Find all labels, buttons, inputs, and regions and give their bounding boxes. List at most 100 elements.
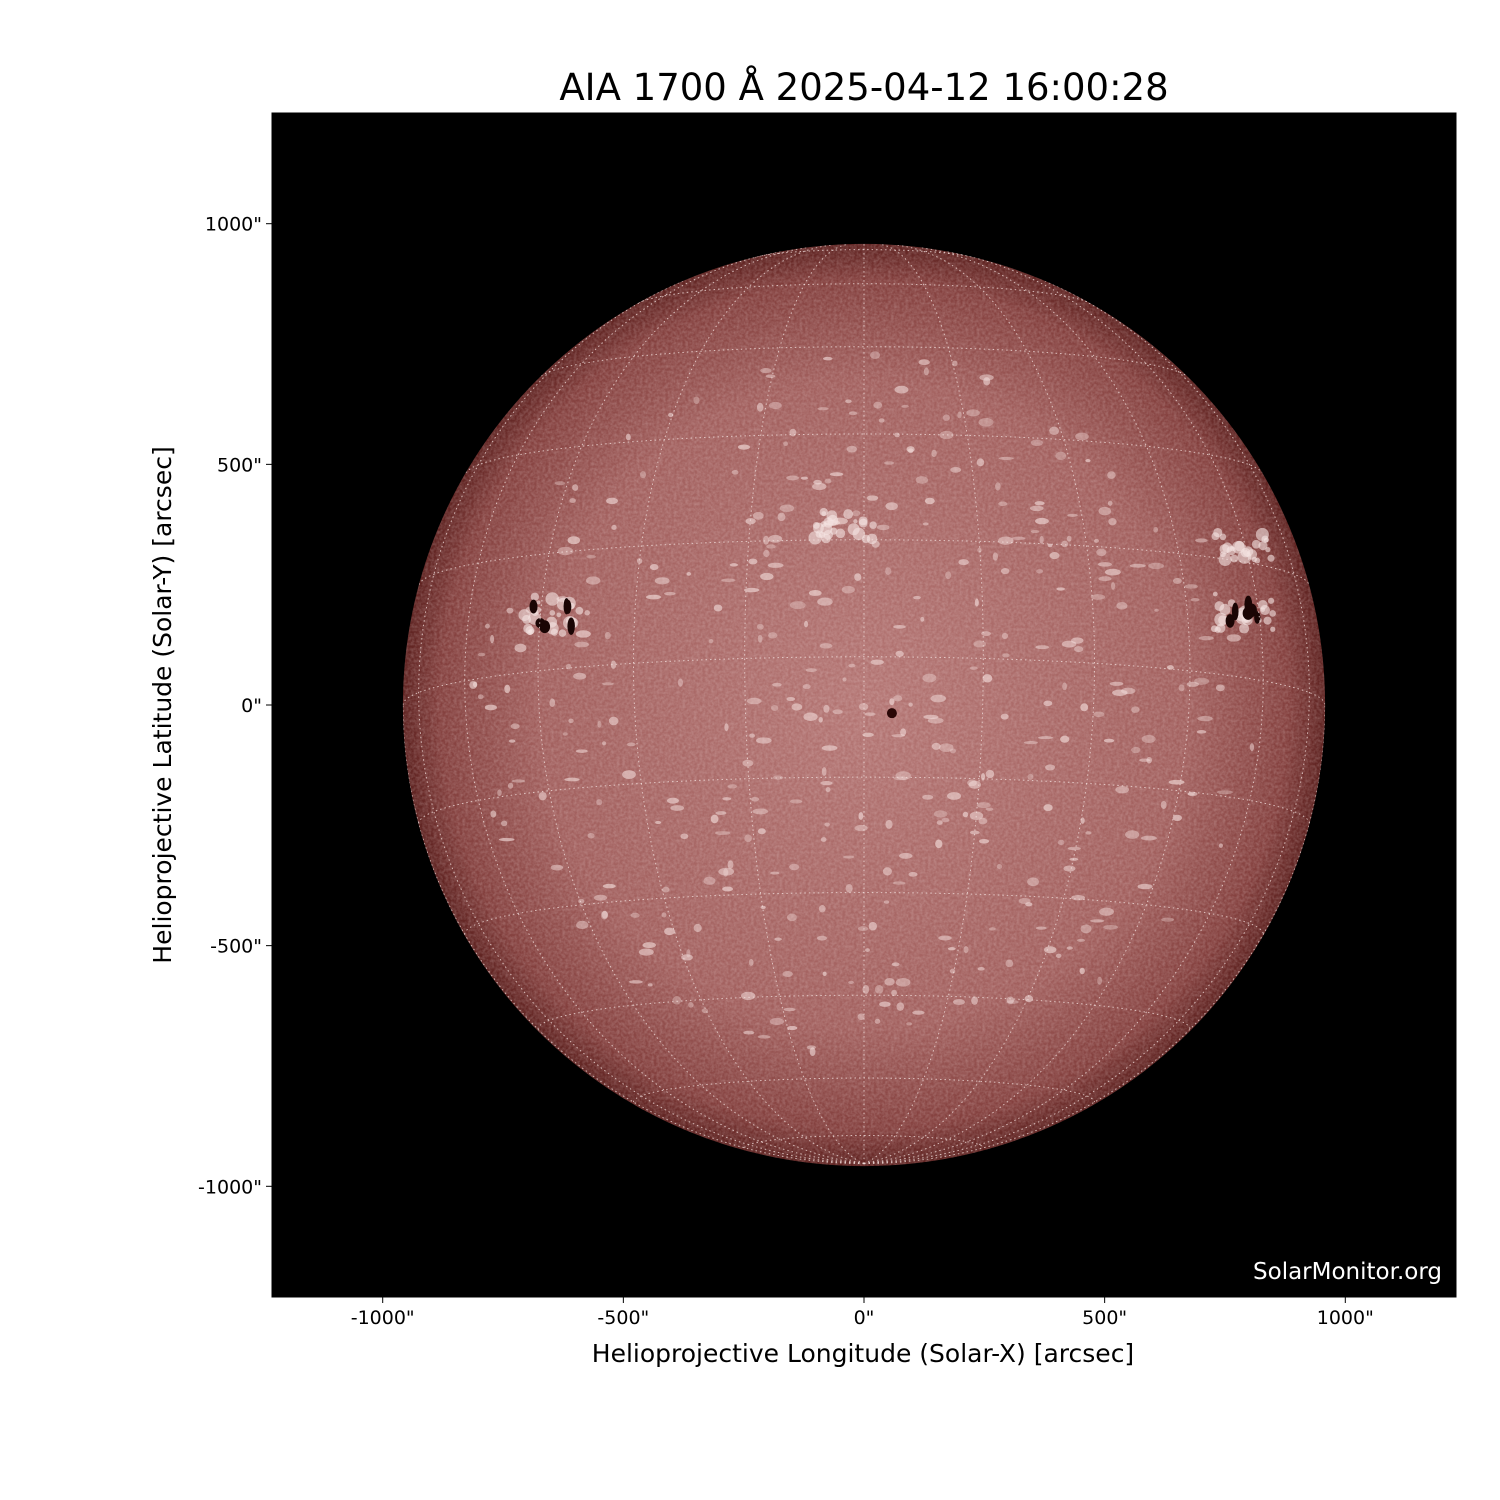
network-brightening [597, 720, 602, 728]
network-brightening [672, 996, 682, 1005]
network-brightening [846, 445, 857, 453]
network-brightening [710, 814, 719, 824]
y-tick-label: 1000" [205, 214, 262, 236]
network-brightening [640, 471, 647, 479]
network-brightening [1085, 459, 1091, 463]
network-brightening [477, 652, 486, 657]
plage [1239, 623, 1250, 634]
network-brightening [931, 742, 941, 750]
network-brightening [985, 807, 994, 811]
network-brightening [995, 482, 1001, 491]
network-brightening [1027, 877, 1039, 887]
network-brightening [760, 572, 774, 581]
sunspot [539, 620, 551, 634]
network-brightening [1195, 538, 1208, 543]
plage [556, 612, 562, 618]
network-brightening [968, 780, 982, 789]
grid-line [402, 656, 1326, 706]
network-brightening [883, 461, 895, 465]
network-brightening [572, 484, 579, 491]
network-brightening [933, 810, 948, 818]
network-brightening [748, 558, 758, 565]
network-brightening [511, 779, 526, 783]
network-brightening [498, 837, 515, 842]
network-brightening [654, 577, 670, 585]
network-brightening [1006, 1000, 1019, 1005]
network-brightening [777, 512, 786, 522]
network-brightening [1055, 953, 1062, 958]
network-brightening [575, 749, 588, 753]
plage [1212, 591, 1218, 597]
sunspot [1225, 614, 1235, 628]
network-brightening [1090, 919, 1105, 923]
network-brightening [1093, 711, 1105, 718]
network-brightening [967, 779, 977, 787]
grid-line [464, 251, 865, 1165]
plage [861, 534, 871, 544]
network-brightening [896, 1002, 905, 1011]
network-brightening [819, 643, 833, 649]
network-brightening [895, 650, 904, 657]
network-brightening [578, 898, 585, 904]
network-brightening [1061, 540, 1069, 548]
y-tick-label: -1000" [198, 1176, 262, 1198]
network-brightening [749, 733, 756, 738]
network-brightening [1011, 536, 1026, 540]
network-brightening [549, 698, 556, 707]
network-brightening [958, 559, 969, 566]
network-brightening [848, 411, 858, 416]
network-brightening [992, 552, 998, 561]
network-brightening [870, 659, 884, 665]
network-brightening [727, 860, 734, 869]
network-brightening [554, 481, 566, 486]
plage [558, 629, 567, 637]
sunspot [565, 599, 572, 614]
network-brightening [900, 728, 907, 736]
network-brightening [873, 401, 882, 409]
network-brightening [638, 948, 654, 956]
plage [1263, 616, 1272, 625]
plage [1218, 553, 1232, 567]
network-brightening [1001, 632, 1009, 639]
network-brightening [808, 589, 822, 596]
network-brightening [892, 881, 906, 885]
network-brightening [507, 782, 514, 789]
network-brightening [1066, 535, 1072, 542]
network-brightening [506, 607, 514, 614]
x-tick-label: 1000" [1317, 1307, 1374, 1329]
network-brightening [1107, 471, 1116, 479]
network-brightening [714, 831, 731, 836]
network-brightening [821, 745, 838, 751]
chart-title: AIA 1700 Å 2025-04-12 16:00:28 [559, 66, 1169, 109]
heliographic-grid [402, 243, 1326, 1165]
network-brightening [625, 433, 631, 441]
grid-line [632, 244, 865, 1165]
network-brightening [1160, 801, 1167, 809]
network-brightening [752, 808, 769, 815]
network-brightening [1197, 715, 1213, 722]
network-brightening [1097, 976, 1103, 985]
network-brightening [550, 864, 564, 871]
active-regions [469, 351, 1276, 1057]
network-brightening [1249, 743, 1255, 752]
network-brightening [988, 927, 996, 931]
network-brightening [713, 604, 723, 612]
network-brightening [891, 962, 900, 967]
network-brightening [862, 732, 874, 738]
network-brightening [1093, 538, 1100, 543]
network-brightening [935, 839, 943, 849]
network-brightening [841, 585, 855, 594]
network-brightening [804, 620, 809, 628]
network-brightening [1146, 756, 1152, 764]
network-brightening [490, 634, 495, 644]
network-brightening [766, 544, 776, 549]
network-brightening [770, 871, 780, 875]
sunspot [1242, 606, 1254, 620]
network-brightening [1079, 967, 1085, 975]
network-brightening [661, 912, 667, 918]
plage [1260, 607, 1266, 612]
network-brightening [981, 631, 992, 637]
network-brightening [1000, 567, 1010, 575]
network-brightening [680, 833, 689, 840]
